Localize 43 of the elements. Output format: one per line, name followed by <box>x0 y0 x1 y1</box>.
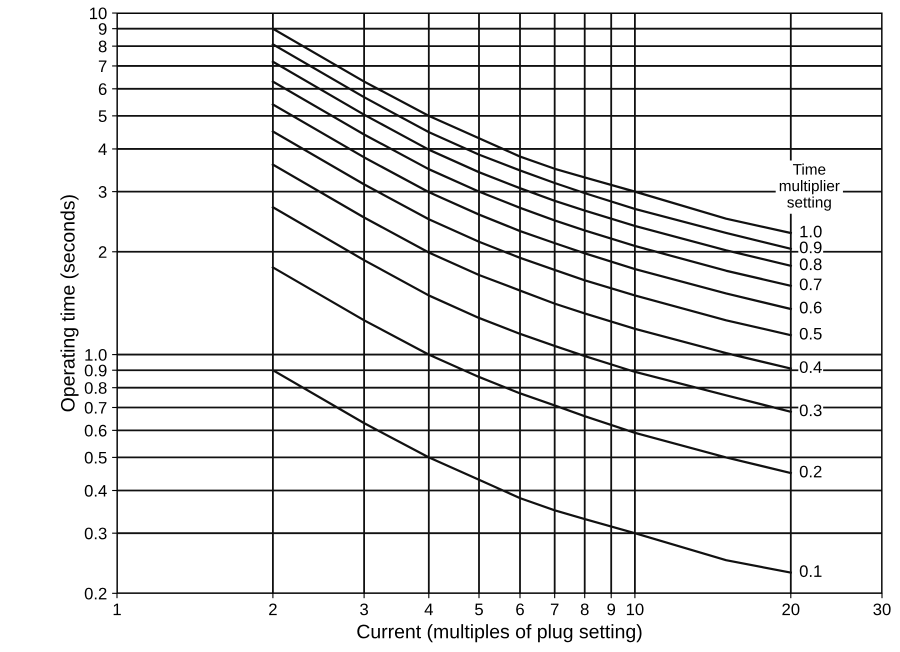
y-tick-label: 5 <box>98 110 107 122</box>
x-tick-label: 4 <box>424 604 433 616</box>
series-label: 0.1 <box>800 565 822 578</box>
x-tick-label: 1 <box>114 604 121 616</box>
y-tick-label: 0.8 <box>84 382 107 394</box>
x-tick-label: 9 <box>607 603 616 616</box>
x-tick-label: 3 <box>360 603 368 616</box>
series-label: 0.6 <box>800 302 822 314</box>
x-axis-title: Current (multiples of plug setting) <box>357 624 642 642</box>
y-tick-label: 6 <box>98 83 107 96</box>
series-label: 0.5 <box>800 328 822 340</box>
y-tick-label: 9 <box>98 23 106 35</box>
x-tick-label: 7 <box>550 604 558 616</box>
series-label: 0.3 <box>800 404 822 416</box>
x-tick-label: 10 <box>626 603 644 616</box>
y-tick-label: 2 <box>98 246 106 258</box>
y-axis-title: Operating time (seconds) <box>60 195 79 412</box>
y-tick-label: 0.2 <box>84 588 106 600</box>
x-tick-label: 6 <box>516 603 524 616</box>
y-tick-label: 10 <box>90 7 107 20</box>
y-tick-label: 0.4 <box>84 484 107 497</box>
x-tick-label: 20 <box>782 603 800 616</box>
x-tick-label: 30 <box>873 603 891 616</box>
x-tick-label: 8 <box>580 603 589 616</box>
y-tick-label: 1.0 <box>85 348 107 361</box>
annotation: Time multiplier setting <box>780 164 840 211</box>
series-label: 0.8 <box>800 258 822 270</box>
y-tick-label: 7 <box>98 60 106 72</box>
y-tick-label: 0.9 <box>84 364 106 376</box>
series-label: 1.0 <box>800 226 822 238</box>
series-label: 0.7 <box>800 278 822 290</box>
y-tick-label: 0.3 <box>84 528 107 540</box>
y-tick-label: 8 <box>98 40 107 52</box>
y-tick-label: 4 <box>98 144 107 155</box>
series-label: 0.2 <box>800 466 822 478</box>
y-tick-label: 0.6 <box>84 424 107 437</box>
series-label: 0.9 <box>800 242 822 254</box>
series-label: 0.4 <box>800 361 822 374</box>
x-tick-label: 2 <box>269 603 277 616</box>
y-tick-label: 3 <box>98 186 107 198</box>
y-tick-label: 0.7 <box>84 402 106 414</box>
x-tick-label: 5 <box>475 604 483 616</box>
y-tick-label: 0.5 <box>84 452 107 464</box>
